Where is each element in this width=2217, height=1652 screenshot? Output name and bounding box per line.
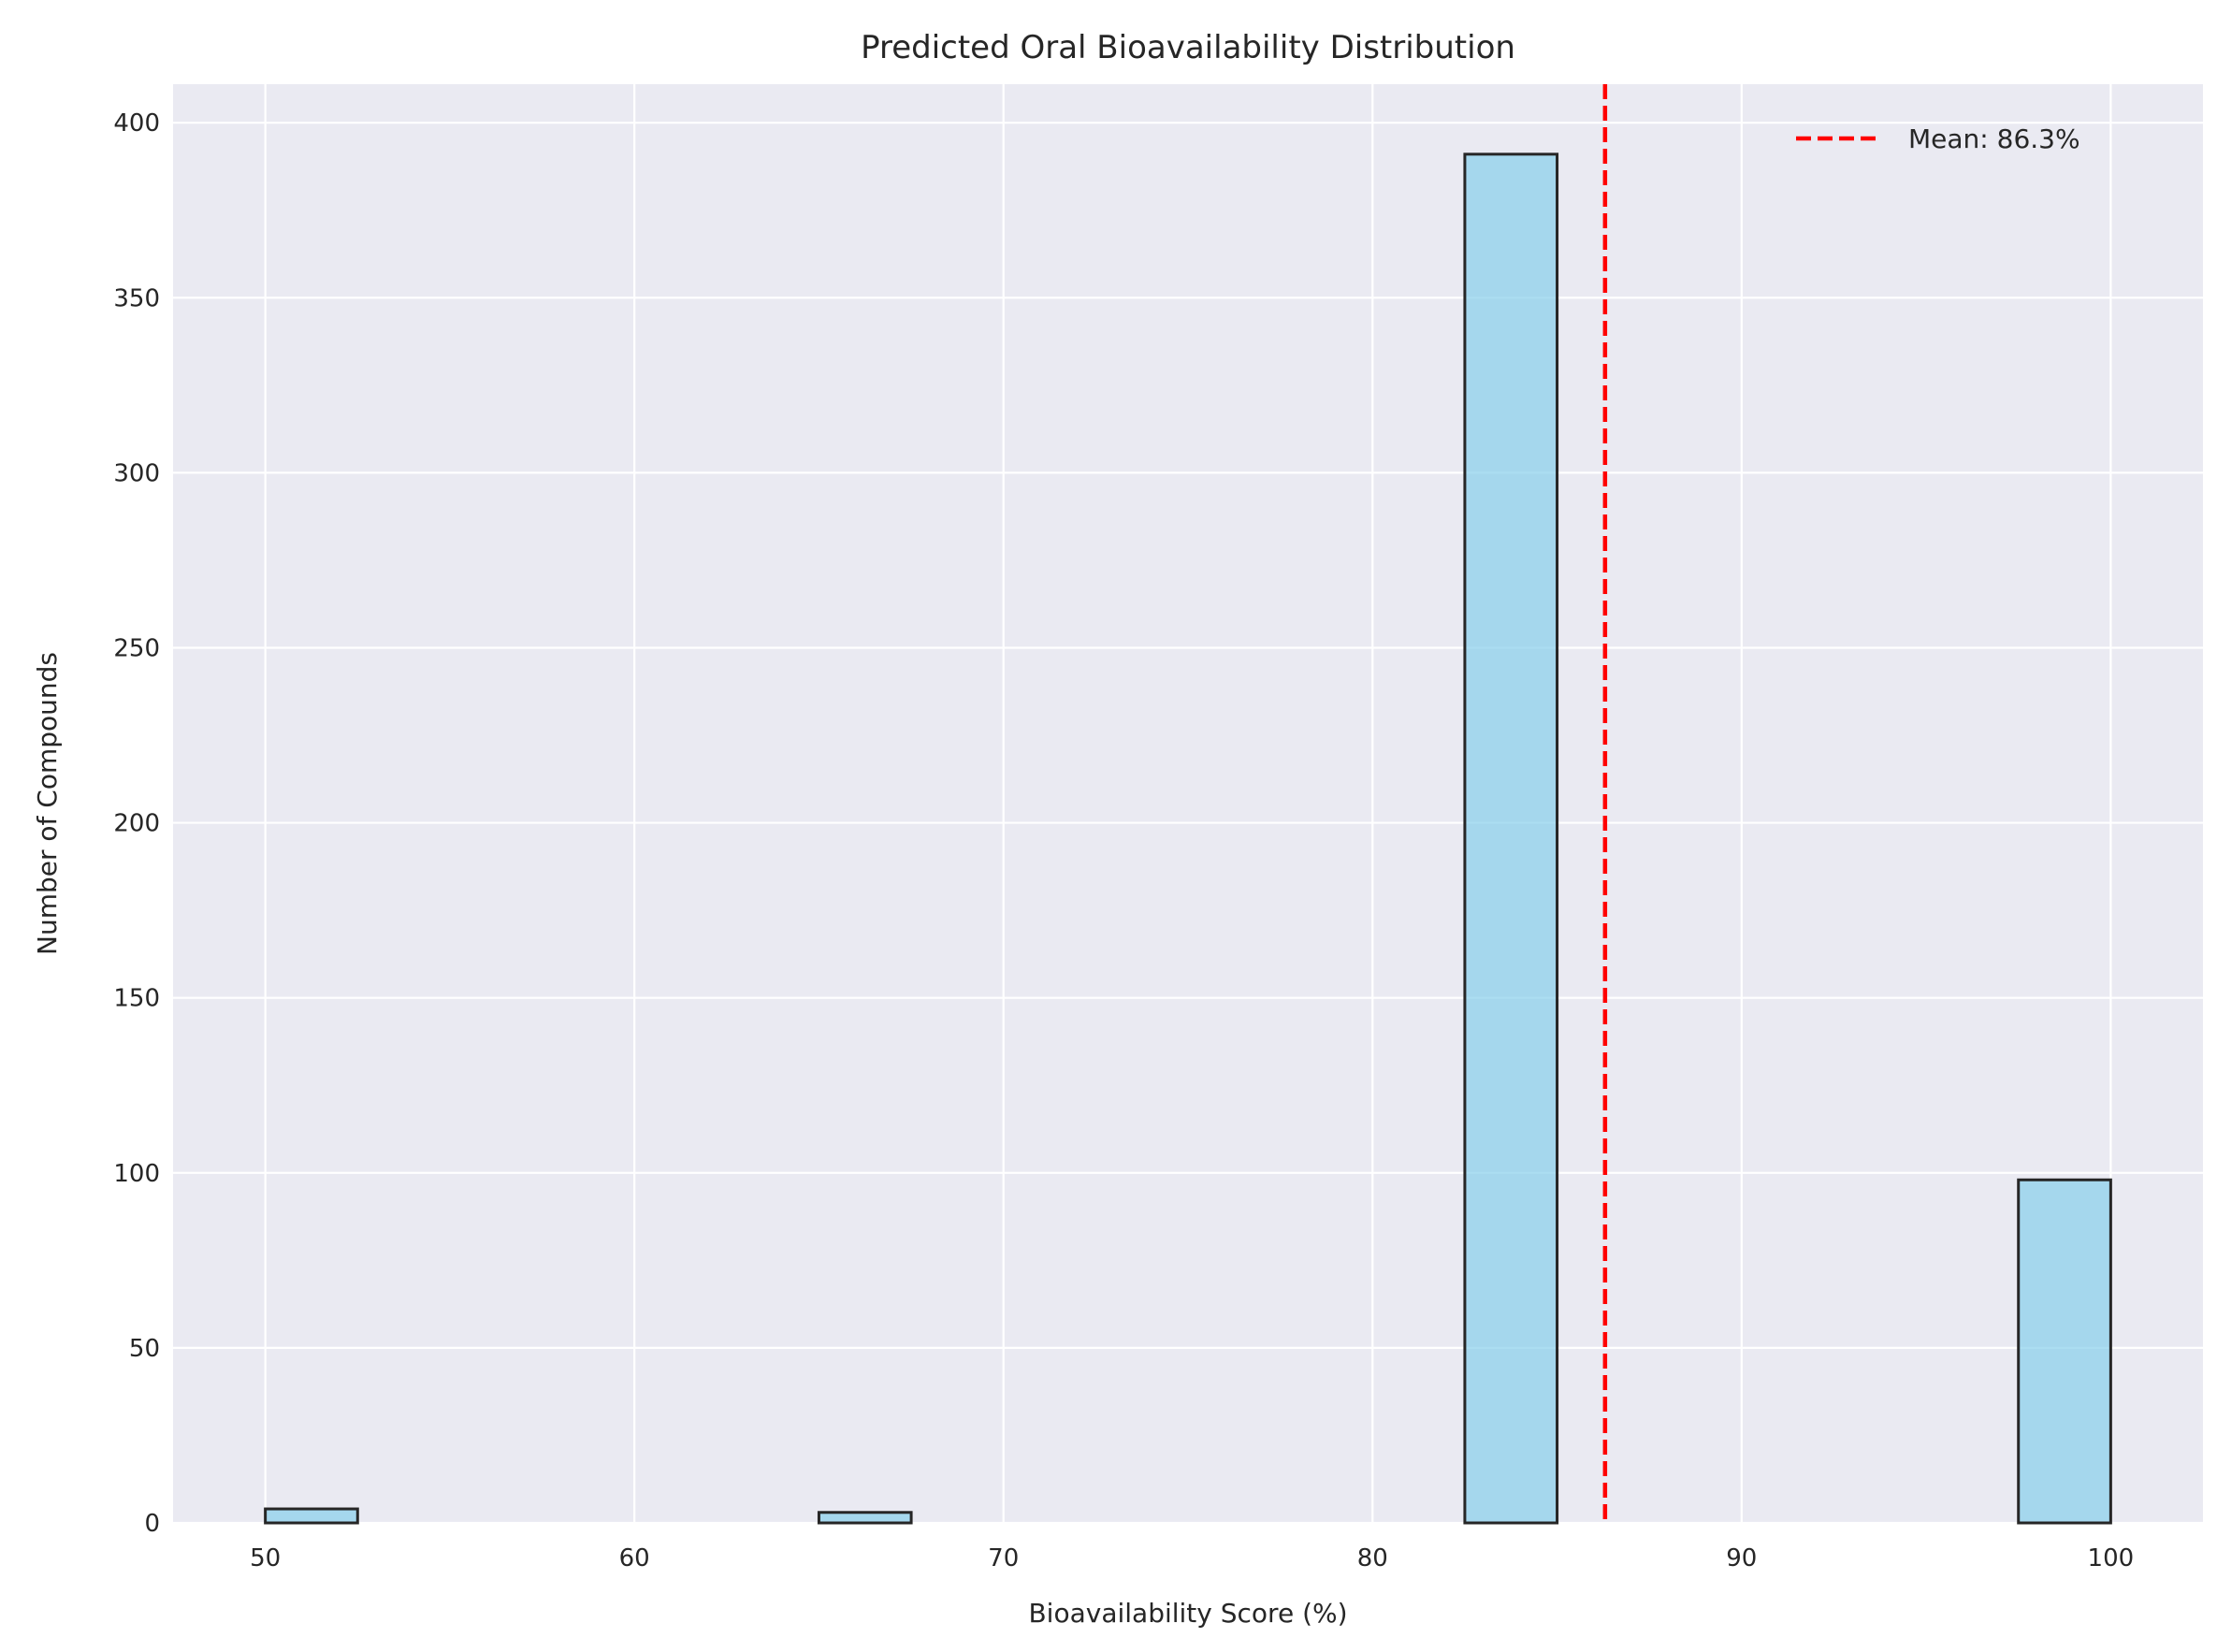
- plot-background: [173, 84, 2203, 1523]
- grid-lines: [173, 84, 2203, 1525]
- histogram-bar: [264, 1507, 359, 1525]
- legend: Mean: 86.3%: [1796, 123, 2080, 154]
- x-tick-label: 100: [2088, 1544, 2135, 1572]
- y-tick-label: 400: [113, 109, 160, 138]
- tick-labels: 50 60 70 80 90 100 0 50 100 150 200 250 300 350 400: [113, 109, 2134, 1572]
- y-tick-label: 350: [113, 284, 160, 312]
- y-tick-label: 150: [113, 985, 160, 1013]
- y-tick-label: 250: [113, 634, 160, 662]
- histogram-bars: [264, 152, 2112, 1525]
- chart-title: Predicted Oral Bioavailability Distribut…: [861, 29, 1515, 66]
- y-axis-label: Number of Compounds: [32, 652, 63, 955]
- y-tick-label: 200: [113, 810, 160, 838]
- x-tick-label: 60: [619, 1544, 650, 1572]
- x-tick-label: 90: [1726, 1544, 1757, 1572]
- y-tick-label: 100: [113, 1160, 160, 1188]
- histogram-bar: [817, 1511, 913, 1525]
- x-tick-label: 70: [988, 1544, 1019, 1572]
- x-tick-label: 80: [1357, 1544, 1388, 1572]
- histogram-bar: [2017, 1178, 2112, 1525]
- histogram-bar: [1463, 152, 1559, 1525]
- legend-label-mean: Mean: 86.3%: [1908, 123, 2080, 154]
- y-tick-label: 50: [129, 1335, 160, 1363]
- y-tick-label: 0: [144, 1510, 160, 1538]
- x-tick-label: 50: [250, 1544, 281, 1572]
- x-axis-label: Bioavailability Score (%): [1028, 1598, 1347, 1629]
- y-tick-label: 300: [113, 459, 160, 487]
